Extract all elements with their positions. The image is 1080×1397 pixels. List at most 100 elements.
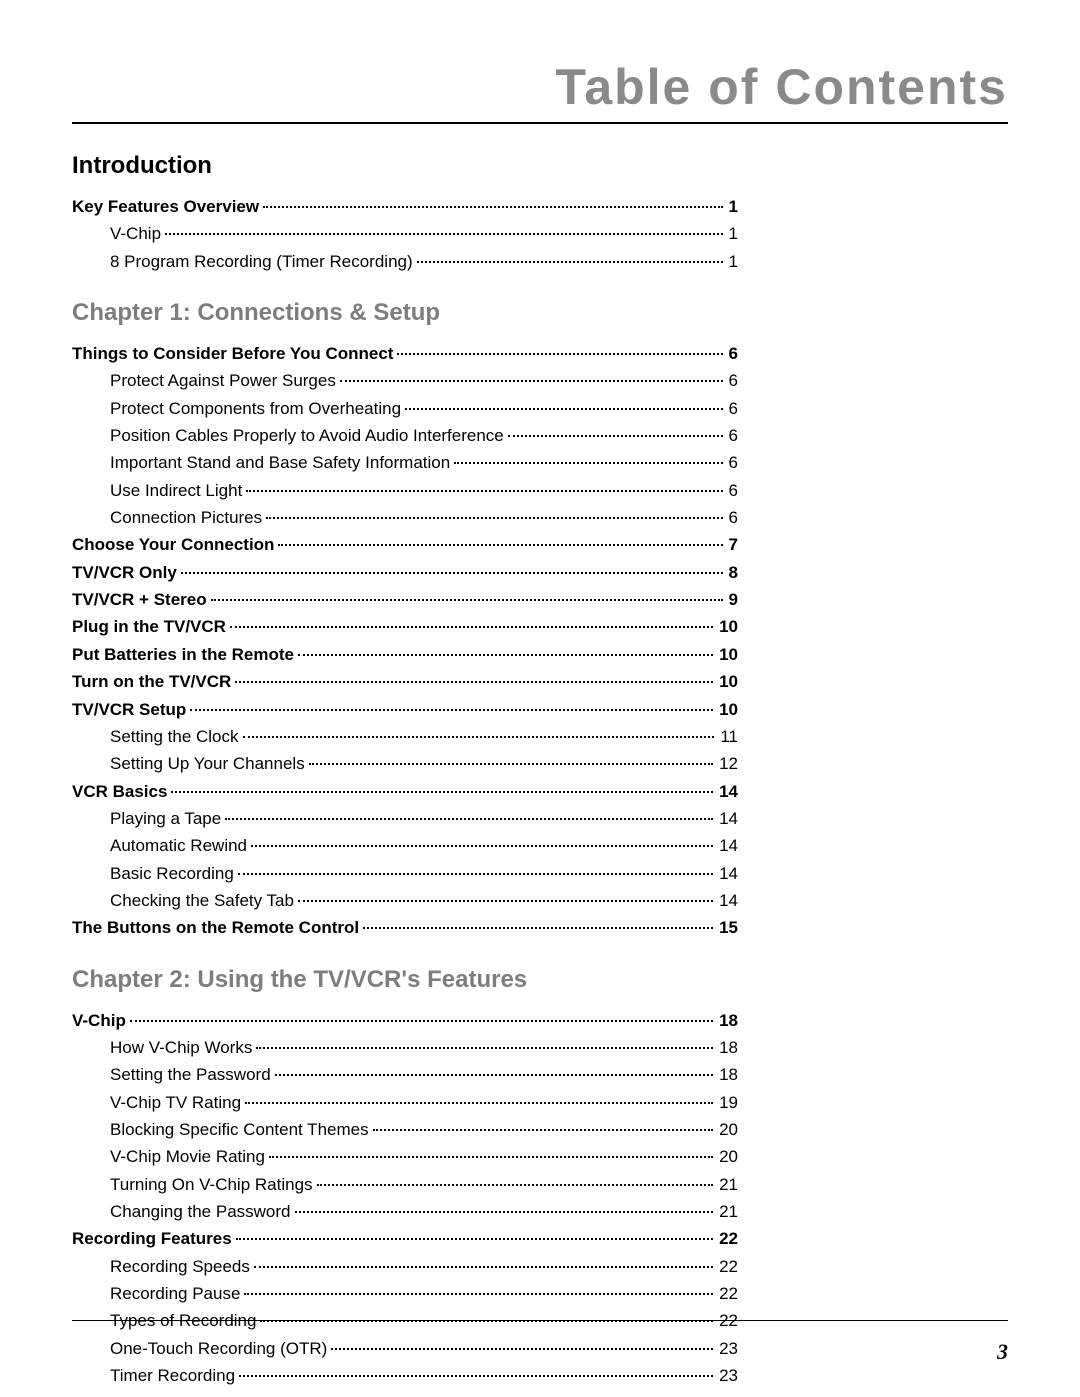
toc-entry-page: 21 bbox=[717, 1172, 738, 1198]
toc-entry: Choose Your Connection 7 bbox=[72, 532, 738, 558]
toc-entry: Basic Recording 14 bbox=[72, 861, 738, 887]
toc-leader-dots bbox=[373, 1129, 713, 1131]
toc-leader-dots bbox=[244, 1293, 713, 1295]
toc-entry: Checking the Safety Tab 14 bbox=[72, 888, 738, 914]
toc-entry: Changing the Password 21 bbox=[72, 1199, 738, 1225]
toc-entry-label: TV/VCR + Stereo bbox=[72, 587, 207, 613]
toc-entry-label: V-Chip Movie Rating bbox=[110, 1144, 265, 1170]
toc-entry: TV/VCR + Stereo 9 bbox=[72, 587, 738, 613]
toc-leader-dots bbox=[245, 1102, 713, 1104]
toc-entry-page: 6 bbox=[727, 423, 738, 449]
toc-entry: V-Chip 1 bbox=[72, 221, 738, 247]
toc-entry-page: 22 bbox=[717, 1254, 738, 1280]
toc-leader-dots bbox=[317, 1184, 714, 1186]
toc-entry-page: 7 bbox=[727, 532, 738, 558]
toc-entry-page: 1 bbox=[727, 194, 738, 220]
footer-rule bbox=[72, 1320, 1008, 1321]
toc-entry: How V-Chip Works 18 bbox=[72, 1035, 738, 1061]
toc-entry-label: TV/VCR Setup bbox=[72, 697, 186, 723]
toc-entry-page: 22 bbox=[717, 1308, 738, 1334]
toc-entry-page: 20 bbox=[717, 1117, 738, 1143]
toc-entry: Turn on the TV/VCR 10 bbox=[72, 669, 738, 695]
toc-entry-label: Turn on the TV/VCR bbox=[72, 669, 231, 695]
toc-entry-label: Blocking Specific Content Themes bbox=[110, 1117, 369, 1143]
toc-entry: Plug in the TV/VCR 10 bbox=[72, 614, 738, 640]
toc-leader-dots bbox=[225, 818, 713, 820]
toc-entry-label: 8 Program Recording (Timer Recording) bbox=[110, 249, 413, 275]
toc-entry: One-Touch Recording (OTR) 23 bbox=[72, 1336, 738, 1362]
toc-leader-dots bbox=[298, 900, 713, 902]
page: Table of Contents IntroductionKey Featur… bbox=[0, 0, 1080, 1397]
section-heading: Chapter 2: Using the TV/VCR's Features bbox=[72, 966, 1008, 994]
toc-entry: Turning On V-Chip Ratings 21 bbox=[72, 1172, 738, 1198]
toc-leader-dots bbox=[190, 709, 713, 711]
toc-entry-page: 18 bbox=[717, 1035, 738, 1061]
toc-entry-label: Protect Against Power Surges bbox=[110, 368, 336, 394]
toc-leader-dots bbox=[238, 873, 713, 875]
toc-leader-dots bbox=[340, 380, 723, 382]
toc-entry-label: V-Chip bbox=[110, 221, 161, 247]
toc-leader-dots bbox=[181, 572, 723, 574]
toc-entry: 8 Program Recording (Timer Recording) 1 bbox=[72, 249, 738, 275]
toc-entry: VCR Basics 14 bbox=[72, 779, 738, 805]
toc-leader-dots bbox=[236, 1238, 713, 1240]
toc-entry: Setting the Clock 11 bbox=[72, 724, 738, 750]
toc-entry: The Buttons on the Remote Control 15 bbox=[72, 915, 738, 941]
toc-entry-label: Choose Your Connection bbox=[72, 532, 274, 558]
toc-entry-page: 10 bbox=[717, 642, 738, 668]
toc-entry-label: One-Touch Recording (OTR) bbox=[110, 1336, 327, 1362]
section-heading: Introduction bbox=[72, 152, 1008, 180]
toc-entry-label: Checking the Safety Tab bbox=[110, 888, 294, 914]
toc-entry: Connection Pictures 6 bbox=[72, 505, 738, 531]
toc-entry-page: 10 bbox=[717, 669, 738, 695]
toc-entry-page: 18 bbox=[717, 1008, 738, 1034]
toc-entry: Recording Speeds 22 bbox=[72, 1254, 738, 1280]
toc-entry-page: 10 bbox=[717, 614, 738, 640]
toc-entry-page: 6 bbox=[727, 396, 738, 422]
toc-entry-label: Position Cables Properly to Avoid Audio … bbox=[110, 423, 504, 449]
toc-entry: Put Batteries in the Remote 10 bbox=[72, 642, 738, 668]
toc-entry-page: 14 bbox=[717, 861, 738, 887]
toc-entry-page: 14 bbox=[717, 779, 738, 805]
toc-entry-label: Plug in the TV/VCR bbox=[72, 614, 226, 640]
toc-entry-label: Automatic Rewind bbox=[110, 833, 247, 859]
toc-entry-label: Setting the Password bbox=[110, 1062, 271, 1088]
toc-entry-label: Types of Recording bbox=[110, 1308, 256, 1334]
header-rule bbox=[72, 122, 1008, 124]
toc-leader-dots bbox=[211, 599, 723, 601]
toc-entry-label: How V-Chip Works bbox=[110, 1035, 252, 1061]
toc-entry-page: 8 bbox=[727, 560, 738, 586]
toc-entry: Recording Pause 22 bbox=[72, 1281, 738, 1307]
toc-leader-dots bbox=[331, 1348, 713, 1350]
toc-leader-dots bbox=[254, 1266, 713, 1268]
toc-entry: Things to Consider Before You Connect 6 bbox=[72, 341, 738, 367]
toc-entry-page: 22 bbox=[717, 1281, 738, 1307]
toc-entry-label: Setting the Clock bbox=[110, 724, 239, 750]
toc-entry-page: 18 bbox=[717, 1062, 738, 1088]
toc-entry-label: V-Chip bbox=[72, 1008, 126, 1034]
toc-entry-label: Playing a Tape bbox=[110, 806, 221, 832]
toc-entry-label: Recording Pause bbox=[110, 1281, 240, 1307]
toc-entry-page: 15 bbox=[717, 915, 738, 941]
toc-leader-dots bbox=[275, 1074, 713, 1076]
toc-entry-label: Recording Features bbox=[72, 1226, 232, 1252]
toc-entry-label: Turning On V-Chip Ratings bbox=[110, 1172, 313, 1198]
toc-section: Things to Consider Before You Connect 6P… bbox=[72, 341, 1008, 942]
toc-leader-dots bbox=[309, 763, 713, 765]
toc-entry-label: Recording Speeds bbox=[110, 1254, 250, 1280]
toc-entry: Timer Recording 23 bbox=[72, 1363, 738, 1389]
toc-entry-page: 14 bbox=[717, 833, 738, 859]
toc-entry-page: 23 bbox=[717, 1336, 738, 1362]
toc-entry-page: 1 bbox=[727, 249, 738, 275]
toc-leader-dots bbox=[363, 927, 713, 929]
toc-leader-dots bbox=[251, 845, 713, 847]
toc-entry: Protect Against Power Surges 6 bbox=[72, 368, 738, 394]
toc-leader-dots bbox=[417, 261, 723, 263]
toc-leader-dots bbox=[508, 435, 723, 437]
toc-entry: TV/VCR Setup 10 bbox=[72, 697, 738, 723]
toc-entry: V-Chip TV Rating 19 bbox=[72, 1090, 738, 1116]
toc-entry-label: VCR Basics bbox=[72, 779, 167, 805]
toc-entry-label: Setting Up Your Channels bbox=[110, 751, 305, 777]
toc-entry: Automatic Rewind 14 bbox=[72, 833, 738, 859]
toc-leader-dots bbox=[256, 1047, 713, 1049]
